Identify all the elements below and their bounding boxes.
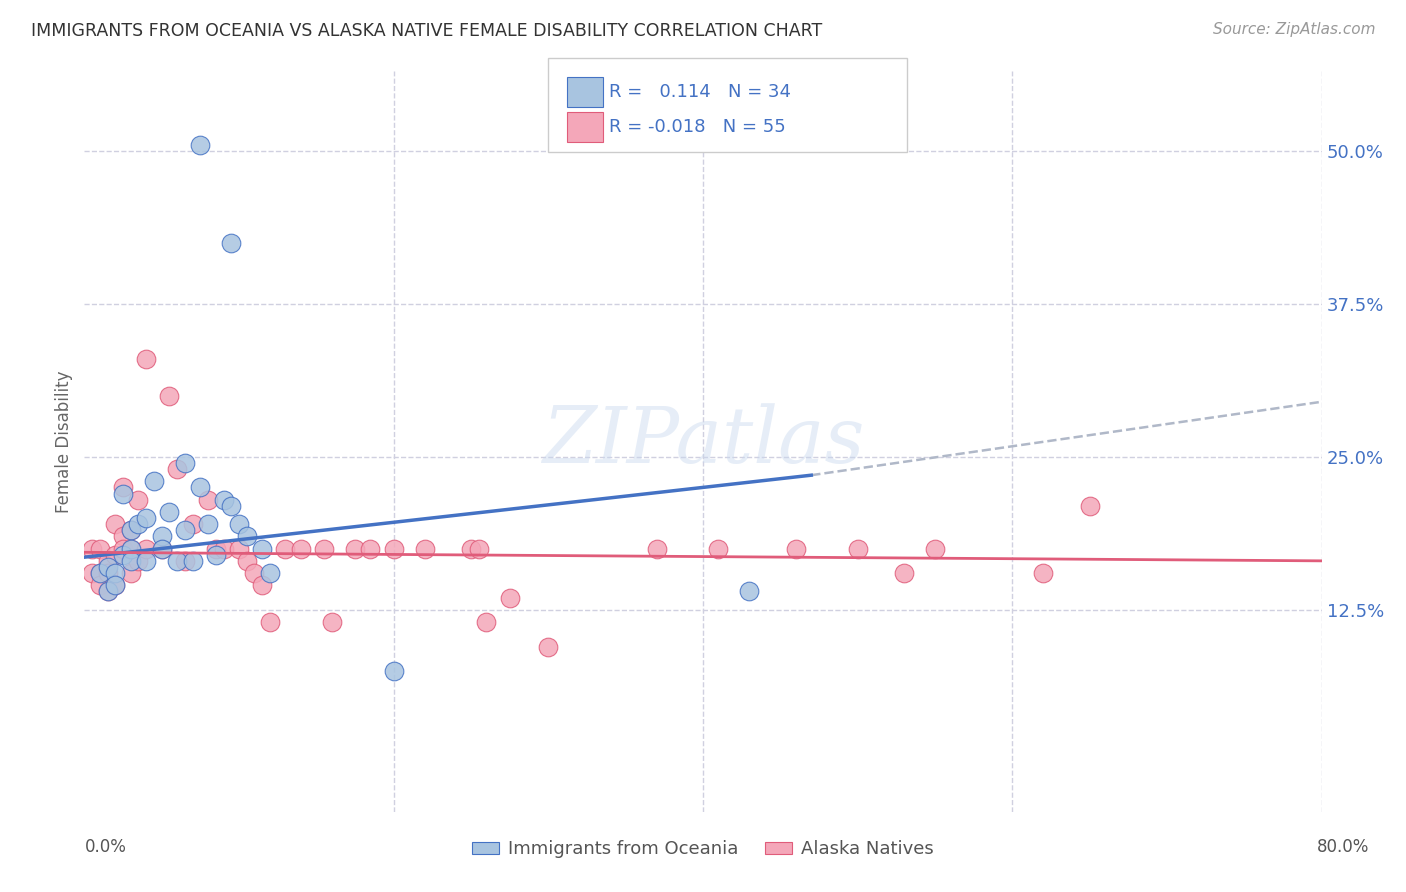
Point	[250, 541, 273, 556]
Text: IMMIGRANTS FROM OCEANIA VS ALASKA NATIVE FEMALE DISABILITY CORRELATION CHART: IMMIGRANTS FROM OCEANIA VS ALASKA NATIVE…	[31, 22, 823, 40]
Text: 80.0%: 80.0%	[1316, 838, 1369, 855]
Point	[197, 517, 219, 532]
Point	[120, 523, 142, 537]
Point	[127, 517, 149, 532]
Point	[127, 492, 149, 507]
Legend: Immigrants from Oceania, Alaska Natives: Immigrants from Oceania, Alaska Natives	[464, 833, 942, 865]
Point	[104, 548, 127, 562]
Point	[382, 541, 405, 556]
Point	[321, 615, 343, 629]
Point	[174, 554, 197, 568]
Point	[738, 584, 761, 599]
Point	[475, 615, 498, 629]
Point	[188, 480, 211, 494]
Point	[104, 517, 127, 532]
Point	[89, 566, 111, 580]
Point	[143, 475, 166, 489]
Point	[120, 541, 142, 556]
Point	[243, 566, 266, 580]
Point	[127, 554, 149, 568]
Point	[205, 541, 228, 556]
Y-axis label: Female Disability: Female Disability	[55, 370, 73, 513]
Point	[166, 462, 188, 476]
Point	[120, 523, 142, 537]
Point	[181, 554, 204, 568]
Point	[212, 492, 235, 507]
Point	[112, 541, 135, 556]
Point	[82, 566, 104, 580]
Point	[150, 529, 173, 543]
Point	[219, 499, 242, 513]
Point	[259, 615, 281, 629]
Point	[135, 541, 157, 556]
Point	[312, 541, 335, 556]
Point	[96, 560, 118, 574]
Point	[413, 541, 436, 556]
Point	[259, 566, 281, 580]
Point	[89, 541, 111, 556]
Point	[96, 584, 118, 599]
Text: 0.0%: 0.0%	[84, 838, 127, 855]
Point	[235, 554, 259, 568]
Point	[150, 541, 173, 556]
Point	[537, 640, 560, 654]
Point	[188, 137, 211, 152]
Point	[212, 541, 235, 556]
Point	[96, 584, 118, 599]
Point	[120, 541, 142, 556]
Point	[135, 554, 157, 568]
Point	[846, 541, 869, 556]
Point	[785, 541, 807, 556]
Point	[197, 492, 219, 507]
Point	[228, 541, 250, 556]
Point	[645, 541, 668, 556]
Point	[174, 523, 197, 537]
Point	[205, 548, 228, 562]
Point	[499, 591, 522, 605]
Text: ZIPatlas: ZIPatlas	[541, 403, 865, 480]
Point	[150, 541, 173, 556]
Point	[159, 389, 180, 403]
Point	[112, 529, 135, 543]
Point	[104, 578, 127, 592]
Point	[467, 541, 491, 556]
Point	[382, 664, 405, 678]
Point	[104, 578, 127, 592]
Point	[112, 480, 135, 494]
Point	[1032, 566, 1054, 580]
Point	[360, 541, 382, 556]
Point	[166, 554, 188, 568]
Point	[135, 351, 157, 366]
Point	[112, 548, 135, 562]
Point	[460, 541, 482, 556]
Point	[159, 505, 180, 519]
Text: Source: ZipAtlas.com: Source: ZipAtlas.com	[1212, 22, 1375, 37]
Point	[924, 541, 946, 556]
Point	[274, 541, 297, 556]
Point	[235, 529, 259, 543]
Point	[104, 566, 127, 580]
Point	[290, 541, 312, 556]
Point	[1078, 499, 1101, 513]
Point	[120, 554, 142, 568]
Point	[96, 554, 118, 568]
Point	[89, 566, 111, 580]
Point	[707, 541, 730, 556]
Point	[89, 578, 111, 592]
Text: R =   0.114   N = 34: R = 0.114 N = 34	[609, 83, 790, 101]
Point	[135, 511, 157, 525]
Point	[120, 566, 142, 580]
Point	[181, 517, 204, 532]
Point	[250, 578, 273, 592]
Point	[228, 517, 250, 532]
Point	[174, 456, 197, 470]
Point	[893, 566, 915, 580]
Point	[112, 486, 135, 500]
Text: R = -0.018   N = 55: R = -0.018 N = 55	[609, 118, 786, 136]
Point	[219, 235, 242, 250]
Point	[82, 541, 104, 556]
Point	[96, 566, 118, 580]
Point	[343, 541, 366, 556]
